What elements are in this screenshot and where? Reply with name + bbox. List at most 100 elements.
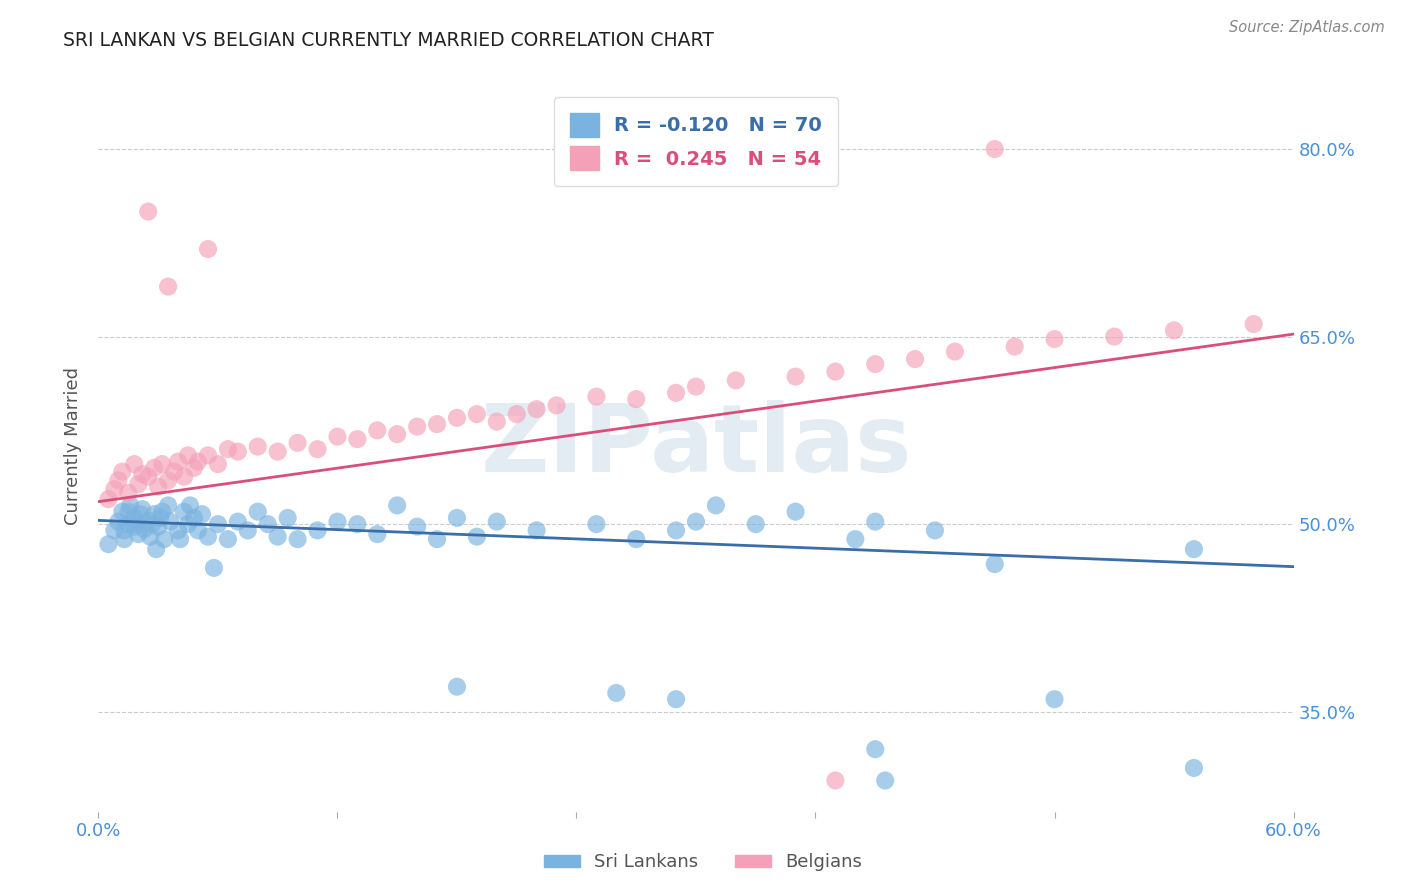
Point <box>107 515 129 529</box>
Point <box>904 352 927 367</box>
Point <box>446 410 468 425</box>
Point <box>124 511 146 525</box>
Point <box>111 505 134 519</box>
Text: ZIPatlas: ZIPatlas <box>481 400 911 492</box>
Point <box>141 517 163 532</box>
Point <box>197 242 219 256</box>
Point <box>924 524 946 538</box>
Point <box>585 517 607 532</box>
Point <box>943 344 966 359</box>
Point <box>485 415 508 429</box>
Point <box>169 532 191 546</box>
Point <box>124 457 146 471</box>
Point <box>136 204 159 219</box>
Point <box>785 505 807 519</box>
Point <box>163 465 186 479</box>
Point <box>127 517 149 532</box>
Point <box>1043 692 1066 706</box>
Point <box>256 517 278 532</box>
Point <box>506 407 529 421</box>
Point <box>207 457 229 471</box>
Point <box>217 532 239 546</box>
Point <box>406 419 429 434</box>
Point <box>665 692 688 706</box>
Point <box>605 686 627 700</box>
Point <box>143 461 166 475</box>
Point <box>117 486 139 500</box>
Point <box>307 524 329 538</box>
Point <box>145 542 167 557</box>
Point <box>326 515 349 529</box>
Y-axis label: Currently Married: Currently Married <box>65 367 83 525</box>
Point <box>139 530 162 544</box>
Point <box>465 530 488 544</box>
Point <box>267 444 290 458</box>
Point <box>131 467 153 482</box>
Point <box>112 532 135 546</box>
Point <box>446 511 468 525</box>
Point <box>97 492 120 507</box>
Legend: R = -0.120   N = 70, R =  0.245   N = 54: R = -0.120 N = 70, R = 0.245 N = 54 <box>554 97 838 186</box>
Point <box>246 440 269 454</box>
Point <box>1243 317 1265 331</box>
Point <box>173 469 195 483</box>
Point <box>875 773 897 788</box>
Point <box>124 519 146 533</box>
Point <box>97 537 120 551</box>
Point <box>131 502 153 516</box>
Point <box>197 530 219 544</box>
Point <box>217 442 239 457</box>
Point <box>526 524 548 538</box>
Point <box>150 457 173 471</box>
Point <box>136 469 159 483</box>
Point <box>167 524 190 538</box>
Point <box>665 524 688 538</box>
Point <box>148 519 170 533</box>
Text: SRI LANKAN VS BELGIAN CURRENTLY MARRIED CORRELATION CHART: SRI LANKAN VS BELGIAN CURRENTLY MARRIED … <box>63 31 714 50</box>
Point <box>626 392 648 406</box>
Point <box>1182 761 1205 775</box>
Point <box>385 499 409 513</box>
Point <box>153 532 176 546</box>
Point <box>150 505 173 519</box>
Point <box>134 522 156 536</box>
Point <box>346 517 368 532</box>
Point <box>159 515 181 529</box>
Point <box>865 515 887 529</box>
Point <box>173 505 195 519</box>
Point <box>267 530 290 544</box>
Point <box>865 357 887 371</box>
Point <box>127 527 149 541</box>
Point <box>585 390 607 404</box>
Point <box>103 482 125 496</box>
Point <box>984 142 1007 156</box>
Point <box>183 511 205 525</box>
Point <box>207 517 229 532</box>
Point <box>465 407 488 421</box>
Point <box>546 398 568 412</box>
Point <box>366 423 388 437</box>
Point <box>157 474 180 488</box>
Point <box>287 435 309 450</box>
Point <box>149 511 172 525</box>
Point <box>626 532 648 546</box>
Point <box>346 432 368 446</box>
Point <box>129 507 152 521</box>
Point <box>685 515 707 529</box>
Point <box>120 499 142 513</box>
Point <box>865 742 887 756</box>
Point <box>446 680 468 694</box>
Point <box>107 474 129 488</box>
Point <box>148 480 170 494</box>
Point <box>277 511 299 525</box>
Point <box>187 524 209 538</box>
Point <box>136 513 159 527</box>
Point <box>984 557 1007 571</box>
Point <box>226 515 249 529</box>
Point <box>117 505 139 519</box>
Point <box>111 465 134 479</box>
Point <box>724 373 747 387</box>
Point <box>179 499 201 513</box>
Point <box>426 532 449 546</box>
Point <box>385 427 409 442</box>
